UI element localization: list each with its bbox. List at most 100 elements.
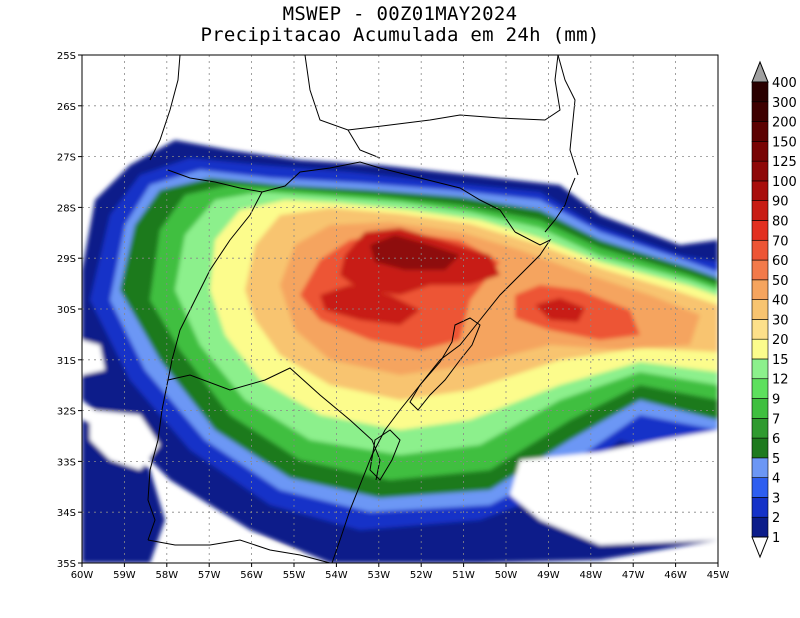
colorbar-swatch xyxy=(751,81,769,103)
colorbar-label: 3 xyxy=(772,491,780,506)
map-gridlines xyxy=(82,55,718,563)
colorbar-label: 300 xyxy=(772,96,797,111)
lat-tick-label: 30S xyxy=(57,305,76,316)
latitude-axis: 25S 26S 27S 28S 29S 30S 31S 32S 33S 34S 35S xyxy=(57,51,82,570)
no-rain-se xyxy=(510,430,718,545)
lagoa-mirim xyxy=(369,429,401,481)
lon-tick-label: 49W xyxy=(537,570,560,581)
rio-de-la-plata xyxy=(147,539,331,563)
colorbar-swatch xyxy=(751,418,769,439)
lat-tick-label: 27S xyxy=(57,153,76,164)
longitude-axis: 60W 59W 58W 57W 56W 55W 54W 53W 52W 51W 50W 49W 48W 4… xyxy=(71,563,730,581)
lat-tick-label: 25S xyxy=(57,51,76,62)
lon-tick-label: 60W xyxy=(71,570,94,581)
colorbar-swatch xyxy=(751,279,769,300)
colorbar-label: 50 xyxy=(772,274,789,289)
colorbar-swatch xyxy=(751,398,769,419)
lon-tick-label: 57W xyxy=(198,570,221,581)
coastline-sc xyxy=(544,177,576,233)
colorbar-label: 7 xyxy=(772,412,780,427)
colorbar-label: 200 xyxy=(772,116,797,131)
colorbar-swatch xyxy=(751,101,769,122)
colorbar-swatch xyxy=(751,220,769,241)
no-rain-sw xyxy=(90,410,160,470)
colorbar-label: 30 xyxy=(772,313,789,328)
colorbar-swatch xyxy=(751,437,769,459)
colorbar-label: 4 xyxy=(772,472,780,487)
lat-tick-label: 31S xyxy=(57,356,76,367)
lon-tick-label: 52W xyxy=(410,570,433,581)
border-uruguay xyxy=(167,367,381,481)
lat-tick-label: 29S xyxy=(57,254,76,265)
lon-tick-label: 46W xyxy=(664,570,687,581)
lat-tick-label: 34S xyxy=(57,508,76,519)
border-uruguay-argentina-river xyxy=(147,379,169,541)
colorbar-label: 6 xyxy=(772,432,780,447)
colorbar-label: 5 xyxy=(772,452,780,467)
colorbar-swatch xyxy=(751,160,769,182)
colorbar-label: 125 xyxy=(772,155,797,170)
coastline-pr-sc xyxy=(557,55,579,176)
colorbar-swatch xyxy=(751,239,769,261)
colorbar-label: 60 xyxy=(772,254,789,269)
country-border-argentina-brazil xyxy=(167,161,516,233)
state-border-rs-sc xyxy=(167,191,263,381)
colorbar-label: 400 xyxy=(772,76,797,91)
lon-tick-label: 58W xyxy=(155,570,178,581)
colorbar-label: 15 xyxy=(772,353,789,368)
colorbar-swatch xyxy=(751,180,769,201)
colorbar-label: 9 xyxy=(772,393,780,408)
border-paraguay-argentina xyxy=(149,55,181,161)
lon-tick-label: 59W xyxy=(113,570,136,581)
precip-band-125mm xyxy=(370,235,460,270)
border-sc-pr xyxy=(347,129,381,159)
colorbar-label: 90 xyxy=(772,195,789,210)
colorbar-swatch xyxy=(751,457,769,478)
colorbar-swatch xyxy=(751,200,769,221)
lagoa-dos-patos xyxy=(409,317,481,411)
lon-tick-label: 56W xyxy=(240,570,263,581)
colorbar-over-triangle xyxy=(751,60,769,83)
colorbar-swatch xyxy=(751,358,769,380)
colorbar: 1234567912152030405060708090100125150200… xyxy=(751,60,797,559)
lat-tick-label: 32S xyxy=(57,407,76,418)
colorbar-label: 1 xyxy=(772,531,780,546)
lon-tick-label: 45W xyxy=(707,570,730,581)
colorbar-label: 40 xyxy=(772,294,789,309)
colorbar-swatch xyxy=(751,497,769,518)
colorbar-swatch xyxy=(751,338,769,360)
lon-tick-label: 51W xyxy=(452,570,475,581)
no-rain-w xyxy=(82,340,105,375)
lon-tick-label: 55W xyxy=(283,570,306,581)
chart-title-line1: MSWEP - 00Z01MAY2024 xyxy=(282,3,518,25)
colorbar-label: 2 xyxy=(772,511,780,526)
coastline-rs xyxy=(331,231,552,563)
colorbar-swatch xyxy=(751,477,769,498)
colorbar-under-triangle xyxy=(751,536,769,559)
precip-band-100mm-b xyxy=(320,285,420,325)
lon-tick-label: 50W xyxy=(495,570,518,581)
colorbar-label: 150 xyxy=(772,135,797,150)
colorbar-swatch xyxy=(751,121,769,142)
lat-tick-label: 28S xyxy=(57,203,76,214)
border-parana xyxy=(304,55,561,131)
colorbar-swatch xyxy=(751,378,769,399)
lon-tick-label: 53W xyxy=(367,570,390,581)
colorbar-label: 12 xyxy=(772,373,789,388)
lon-tick-label: 54W xyxy=(325,570,348,581)
no-rain-s xyxy=(190,535,300,563)
colorbar-swatch xyxy=(751,259,769,281)
colorbar-swatch xyxy=(751,319,769,340)
colorbar-swatch xyxy=(751,299,769,320)
lon-tick-label: 48W xyxy=(579,570,602,581)
lat-tick-label: 33S xyxy=(57,457,76,468)
lat-tick-label: 35S xyxy=(57,559,76,570)
precip-band-125mm-east xyxy=(535,298,585,322)
chart-title-line2: Precipitacao Acumulada em 24h (mm) xyxy=(200,24,600,46)
colorbar-label: 70 xyxy=(772,234,789,249)
colorbar-swatch xyxy=(751,516,769,538)
colorbar-label: 20 xyxy=(772,333,789,348)
precip-band-1mm-west xyxy=(82,420,165,563)
colorbar-swatch xyxy=(751,141,769,162)
